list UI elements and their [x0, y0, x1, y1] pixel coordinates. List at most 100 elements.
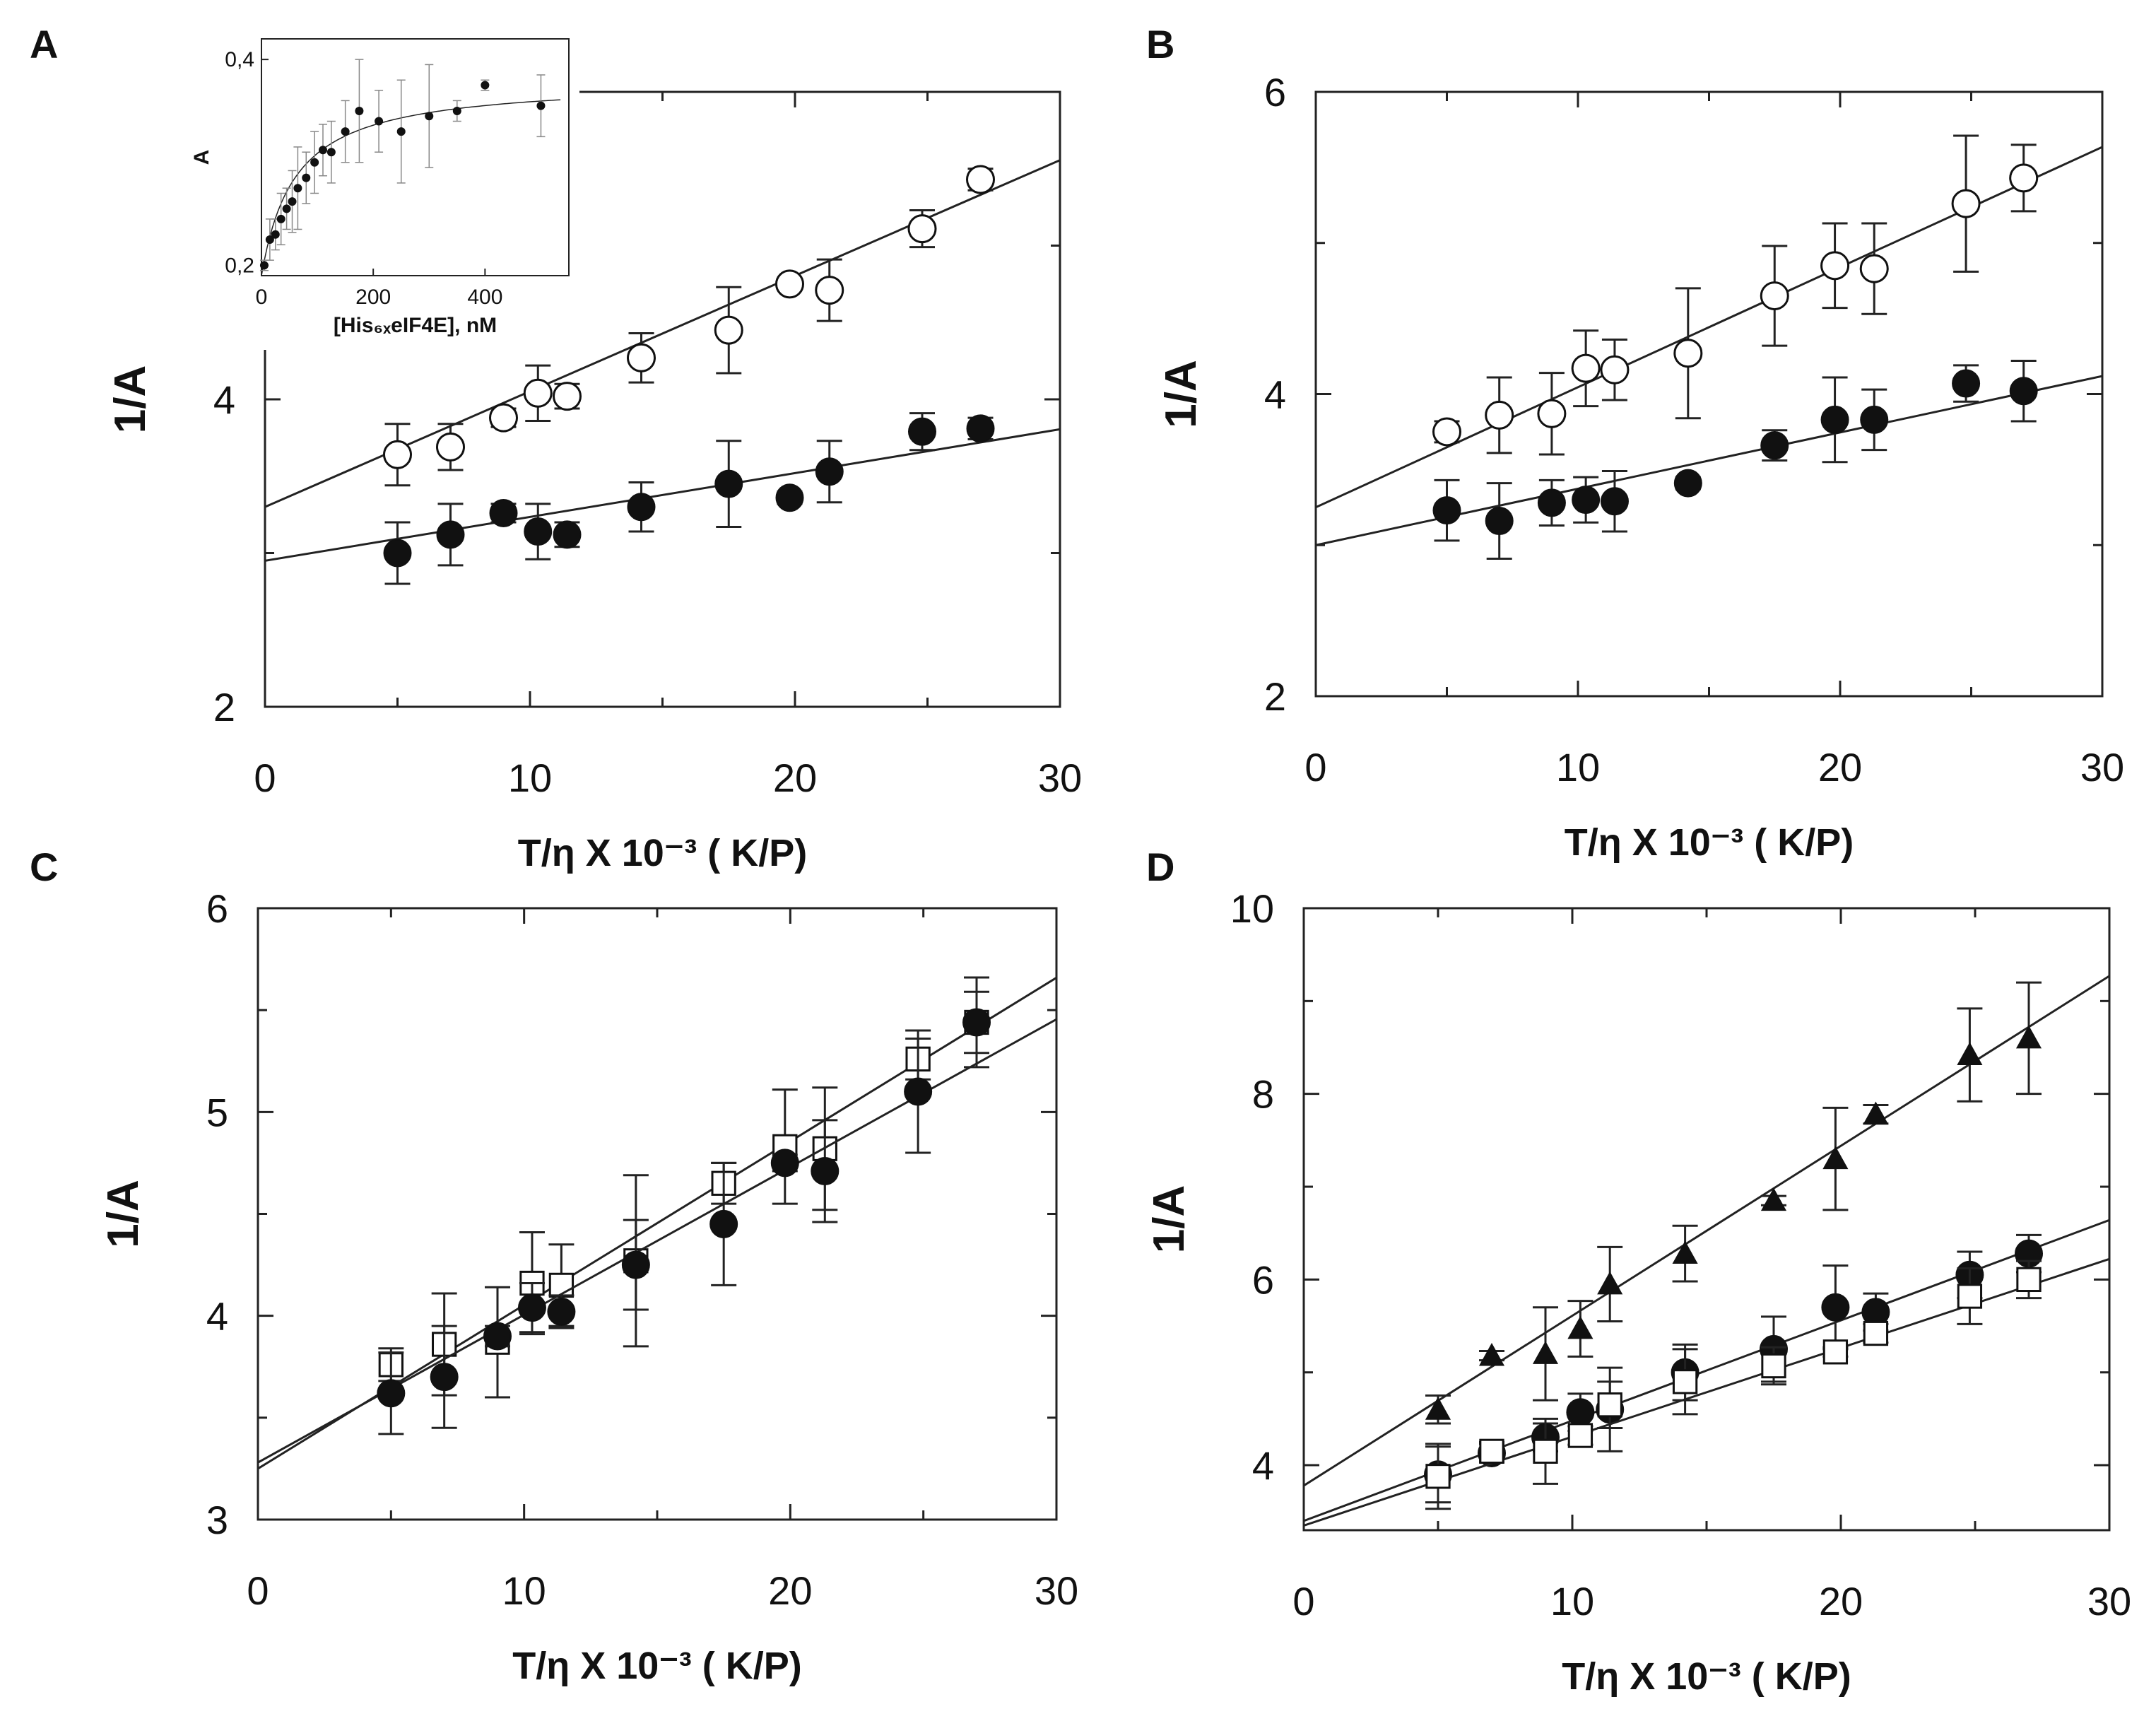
inset-plot-frame	[261, 38, 570, 276]
panel-D-y-tick-label: 10	[1230, 886, 1274, 931]
svg-text:A: A	[30, 22, 58, 66]
panel-A-series-open-circles-point	[907, 214, 937, 244]
panel-D-chart: 0 10 20 30 4 6 8 10 T/η X 10⁻³ ( K/P) 1/A	[1145, 886, 2131, 1698]
panel-C-x-tick-label: 30	[1035, 1568, 1078, 1613]
panel-C-y-tick-label: 6	[206, 886, 228, 931]
panel-B-y-tick-label: 2	[1264, 674, 1286, 719]
panel-C-x-axis-label: T/η X 10⁻³ ( K/P)	[512, 1645, 802, 1687]
panel-A-y-tick-label: 2	[213, 685, 235, 729]
panel-C-series-filled-circles-point	[483, 1322, 512, 1351]
panel-D-series-filled-triangles-point	[2015, 1025, 2042, 1049]
panel-D-series-open-squares-point	[1597, 1392, 1622, 1418]
inset-x-tick-label: 200	[355, 286, 391, 309]
panel-B-series-filled-circles-point	[1432, 496, 1461, 525]
panel-B-series-filled-circles-point	[2009, 377, 2038, 406]
panel-A-series-filled-circles-point	[815, 457, 844, 486]
panel-B-x-tick-label: 10	[1556, 745, 1600, 789]
panel-B-series-open-circles-point	[1673, 339, 1703, 368]
inset-point	[481, 81, 490, 90]
panel-D-series-open-squares-point	[1425, 1464, 1451, 1489]
panel-B-letter: B	[1146, 22, 1174, 66]
panel-D-series-open-squares-point	[1822, 1339, 1849, 1365]
panel-C-chart: 0 10 20 30 3 4 5 6 T/η X 10⁻³ ( K/P) 1/A	[99, 886, 1078, 1687]
inset-x-axis-label: [His₆ₓeIF4E], nM	[334, 314, 497, 337]
inset-x-tick-label: 0	[256, 286, 268, 309]
inset-point	[396, 127, 406, 136]
panel-D-series-filled-triangles-point	[1532, 1341, 1559, 1364]
inset-point	[310, 158, 319, 167]
inset-point	[326, 148, 336, 157]
panel-B-x-tick-label: 30	[2080, 745, 2124, 789]
panel-A-data-area	[265, 159, 1060, 585]
inset-point	[259, 261, 269, 270]
panel-A-x-tick-label: 20	[773, 756, 817, 800]
panel-C-letter: C	[30, 845, 58, 889]
panel-C-series-filled-circles-point	[621, 1250, 650, 1279]
panel-D-series-filled-triangles-point	[1425, 1397, 1451, 1420]
panel-D-series-open-squares-point	[1533, 1438, 1558, 1464]
panel-D-x-tick-label: 10	[1550, 1579, 1594, 1623]
panel-C-series-filled-circles-point	[962, 1008, 991, 1037]
inset-point	[375, 117, 384, 126]
panel-A-series-filled-circles-point	[553, 520, 582, 549]
panel-D-series-filled-triangles-point	[1957, 1042, 1983, 1065]
panel-B-data-area	[1316, 134, 2102, 560]
panel-A-x-tick-label: 30	[1038, 756, 1082, 800]
panel-A-series-filled-circles-point	[775, 483, 804, 512]
panel-D-y-tick-label: 6	[1252, 1257, 1274, 1302]
panel-A-letter: A	[30, 22, 58, 66]
panel-A-series-open-circles-point	[436, 432, 465, 462]
panel-A-series-filled-circles-point	[383, 539, 412, 568]
inset-point	[276, 214, 285, 223]
panel-C-series-filled-circles-point	[517, 1293, 546, 1322]
panel-A-series-filled-circles-point	[524, 517, 553, 546]
panel-D-data-area	[1304, 975, 2109, 1527]
panel-A-series-open-circles-point	[383, 440, 412, 469]
panel-D-series-open-squares-point	[1479, 1438, 1504, 1464]
panel-D-series-filled-triangles-point	[1760, 1187, 1787, 1211]
inset-point	[293, 184, 302, 193]
panel-D-letter: D	[1146, 845, 1174, 889]
panel-B-series-open-circles-point	[1485, 400, 1514, 430]
panel-B-y-tick-label: 6	[1264, 70, 1286, 114]
panel-B-chart: 0 10 20 30 2 4 6 T/η X 10⁻³ ( K/P) 1/A	[1157, 70, 2124, 864]
panel-C-series-filled-circles-point	[547, 1297, 576, 1326]
panel-C-series-filled-circles-point	[770, 1149, 799, 1177]
panel-A-y-axis-label: 1/A	[106, 365, 155, 433]
inset-y-axis-label: A	[190, 150, 213, 165]
panel-B-series-filled-circles-point	[1860, 405, 1889, 434]
panel-B-series-open-circles-point	[1432, 417, 1461, 447]
panel-C-series-filled-circles-point	[904, 1077, 933, 1106]
inset-y-tick-label: 0,2	[225, 254, 254, 277]
panel-C-series-filled-circles-point	[811, 1156, 840, 1185]
panel-A-series-filled-circles-point	[966, 414, 995, 443]
panel-C-y-tick-label: 3	[206, 1498, 228, 1542]
panel-A-series-open-circles-point	[815, 276, 844, 305]
panel-A-x-tick-label: 0	[254, 756, 276, 800]
panel-B-plot-frame	[1314, 90, 2104, 698]
panel-B-series-open-circles-point	[1537, 399, 1567, 428]
inset-y-tick-label: 0,4	[225, 48, 254, 71]
panel-D-series-open-squares-fit-line	[1304, 1257, 2109, 1527]
panel-C-series-filled-circles-point	[709, 1209, 738, 1238]
svg-text:D: D	[1146, 845, 1174, 889]
panel-D-series-open-squares-point	[1863, 1320, 1889, 1346]
inset-point	[425, 112, 434, 121]
inset-point	[271, 230, 280, 239]
panel-D-series-filled-triangles-point	[1863, 1101, 1889, 1125]
inset-x-tick-label: 400	[467, 286, 502, 309]
panel-A-series-filled-circles-point	[436, 520, 465, 549]
panel-D-series-filled-triangles-fit-line	[1304, 975, 2109, 1487]
panel-B-series-filled-circles-point	[1537, 488, 1566, 517]
panel-B-series-open-circles-point	[1859, 254, 1889, 283]
inset-point	[288, 197, 297, 206]
svg-text:C: C	[30, 845, 58, 889]
inset-point	[319, 146, 327, 155]
panel-A-x-tick-label: 10	[508, 756, 552, 800]
panel-C-x-tick-label: 0	[247, 1568, 269, 1613]
panel-D-plot-frame	[1302, 907, 2111, 1532]
panel-B-series-filled-circles-fit-line	[1316, 375, 2102, 546]
panel-A-chart: 0 10 20 30 2 4 T/η X 10⁻³ ( K/P) 1/A	[106, 90, 1082, 874]
panel-A-series-filled-circles-point	[714, 469, 743, 498]
panel-D-series-filled-triangles-point	[1822, 1146, 1849, 1170]
